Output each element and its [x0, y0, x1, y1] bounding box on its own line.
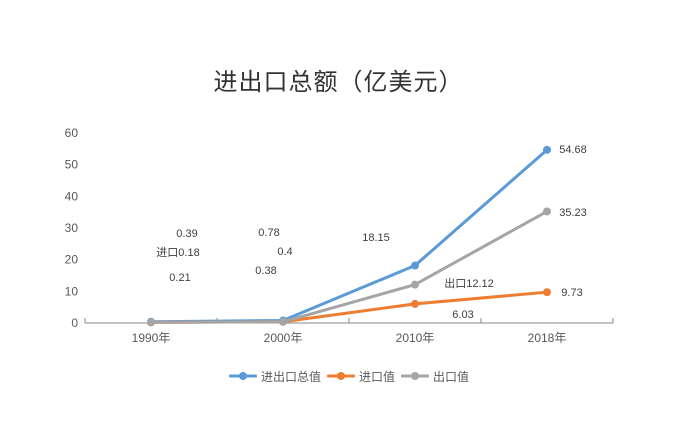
- data-point-import-3: [411, 299, 419, 308]
- data-label: 0.4: [277, 246, 293, 258]
- legend: 进出口总值 进口值 出口值: [85, 368, 613, 384]
- legend-label-export: 出口值: [433, 369, 470, 384]
- data-label: 9.73: [561, 287, 583, 299]
- y-axis-label: 0: [71, 316, 78, 330]
- series-total: [147, 145, 551, 326]
- data-label: 18.15: [362, 232, 390, 244]
- data-label: 54.68: [559, 144, 587, 156]
- x-axis-label: 1990年: [132, 331, 171, 345]
- series-line-import: [149, 290, 549, 324]
- legend-item-export: 出口值: [401, 368, 469, 385]
- data-label: 0.39: [176, 228, 198, 240]
- legend-marker-export: [401, 371, 429, 381]
- y-axis-label: 50: [65, 158, 79, 172]
- data-label: 35.23: [559, 207, 587, 219]
- data-label: 6.03: [452, 309, 474, 321]
- series-export: [147, 207, 551, 327]
- data-label: 0.78: [258, 227, 280, 239]
- y-axis-label: 30: [65, 221, 79, 235]
- data-label: 出口12.12: [444, 278, 494, 290]
- x-axis-label: 2000年: [264, 331, 303, 345]
- legend-item-total: 进出口总值: [228, 368, 321, 385]
- data-label: 进口0.18: [156, 247, 200, 259]
- data-point-export-2: [279, 317, 287, 326]
- data-label: 0.21: [169, 272, 191, 284]
- series-line-export: [149, 209, 549, 324]
- y-axis-label: 10: [65, 284, 79, 298]
- data-point-total-4: [543, 145, 551, 154]
- data-point-export-4: [543, 207, 551, 216]
- legend-label-total: 进出口总值: [260, 369, 321, 384]
- data-label: 0.38: [255, 265, 277, 277]
- data-point-import-4: [543, 288, 551, 297]
- y-axis-label: 40: [65, 189, 79, 203]
- x-axis-label: 2010年: [396, 331, 435, 345]
- chart-title: 进出口总额（亿美元）: [213, 69, 464, 96]
- legend-marker-import: [326, 371, 355, 381]
- legend-item-import: 进口值: [326, 368, 395, 385]
- legend-marker-total: [228, 371, 257, 381]
- x-axis-label: 2018年: [528, 331, 567, 345]
- y-axis-label: 60: [65, 126, 79, 140]
- y-axis-label: 20: [65, 253, 79, 267]
- legend-label-import: 进口值: [358, 369, 395, 384]
- data-point-total-3: [411, 261, 419, 270]
- data-point-export-1: [147, 318, 155, 327]
- data-point-export-3: [411, 280, 419, 289]
